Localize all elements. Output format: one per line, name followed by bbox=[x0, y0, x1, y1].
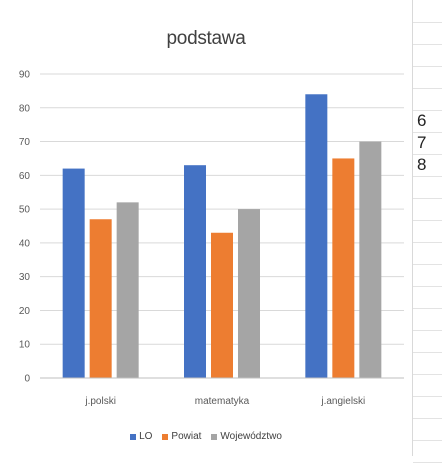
spreadsheet-strip: 6 7 8 bbox=[412, 0, 442, 463]
sheet-row bbox=[413, 264, 442, 287]
sheet-row bbox=[413, 330, 442, 353]
legend-label: Powiat bbox=[171, 431, 202, 442]
sheet-row[interactable]: 6 bbox=[413, 110, 442, 133]
sheet-row bbox=[413, 418, 442, 441]
legend-label: Województwo bbox=[220, 431, 282, 442]
bar-lo bbox=[62, 168, 85, 378]
y-tick-label: 0 bbox=[24, 374, 30, 385]
sheet-row bbox=[413, 198, 442, 221]
y-tick-label: 80 bbox=[19, 103, 31, 114]
sheet-row bbox=[413, 66, 442, 89]
y-tick-label: 90 bbox=[19, 70, 31, 81]
legend-item: Województwo bbox=[211, 431, 282, 442]
plot-area: 0 10 20 30 40 50 60 70 80 90 j.polski matematyka j.a… bbox=[19, 70, 404, 407]
chart-panel[interactable]: podstawa 0 10 20 30 40 50 60 70 80 90 j.polski mate… bbox=[0, 0, 412, 456]
sheet-row bbox=[413, 308, 442, 331]
sheet-row bbox=[413, 242, 442, 265]
sheet-row bbox=[413, 220, 442, 243]
legend-swatch bbox=[162, 433, 169, 440]
sheet-row bbox=[413, 396, 442, 419]
y-tick-label: 40 bbox=[19, 238, 31, 249]
legend: LO Powiat Województwo bbox=[0, 431, 412, 442]
bar-wojew-dztwo bbox=[238, 209, 260, 378]
sheet-cell: 6 bbox=[417, 111, 427, 130]
y-tick-label: 50 bbox=[19, 205, 31, 216]
sheet-row bbox=[413, 176, 442, 199]
sheet-row bbox=[413, 0, 442, 23]
bar-wojew-dztwo bbox=[116, 202, 139, 378]
bar-wojew-dztwo bbox=[359, 141, 382, 378]
sheet-row bbox=[413, 22, 442, 45]
bar-lo bbox=[305, 94, 328, 379]
bar-powiat bbox=[89, 219, 112, 378]
sheet-cell: 7 bbox=[417, 133, 427, 152]
x-tick-label: j.angielski bbox=[320, 396, 365, 407]
sheet-cell: 8 bbox=[417, 155, 427, 174]
y-tick-label: 20 bbox=[19, 306, 31, 317]
sheet-row bbox=[413, 440, 442, 463]
sheet-row bbox=[413, 88, 442, 111]
x-tick-label: matematyka bbox=[195, 396, 250, 407]
legend-swatch bbox=[130, 433, 137, 440]
sheet-row bbox=[413, 286, 442, 309]
legend-item: LO bbox=[130, 431, 152, 442]
x-tick-label: j.polski bbox=[84, 396, 116, 407]
chart-title: podstawa bbox=[166, 28, 246, 49]
sheet-row[interactable]: 7 bbox=[413, 132, 442, 155]
legend-swatch bbox=[211, 433, 218, 440]
y-tick-label: 70 bbox=[19, 137, 31, 148]
sheet-row bbox=[413, 374, 442, 397]
y-tick-label: 30 bbox=[19, 272, 31, 283]
sheet-row[interactable]: 8 bbox=[413, 154, 442, 177]
sheet-row bbox=[413, 352, 442, 375]
sheet-row bbox=[413, 44, 442, 67]
y-tick-label: 10 bbox=[19, 340, 31, 351]
y-tick-label: 60 bbox=[19, 171, 31, 182]
legend-item: Powiat bbox=[162, 431, 201, 442]
bar-lo bbox=[184, 165, 206, 378]
legend-label: LO bbox=[139, 431, 153, 442]
bar-powiat bbox=[211, 232, 233, 378]
bar-powiat bbox=[332, 158, 355, 378]
